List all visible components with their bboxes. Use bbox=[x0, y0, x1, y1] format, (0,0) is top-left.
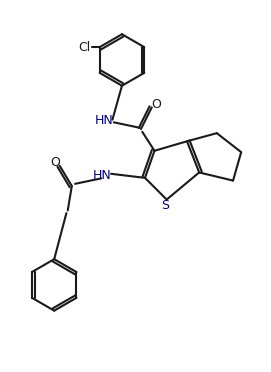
Text: O: O bbox=[50, 156, 60, 169]
Text: HN: HN bbox=[95, 115, 114, 128]
Text: Cl: Cl bbox=[79, 41, 91, 54]
Text: O: O bbox=[151, 98, 161, 110]
Text: HN: HN bbox=[92, 169, 111, 182]
Text: S: S bbox=[161, 199, 169, 212]
